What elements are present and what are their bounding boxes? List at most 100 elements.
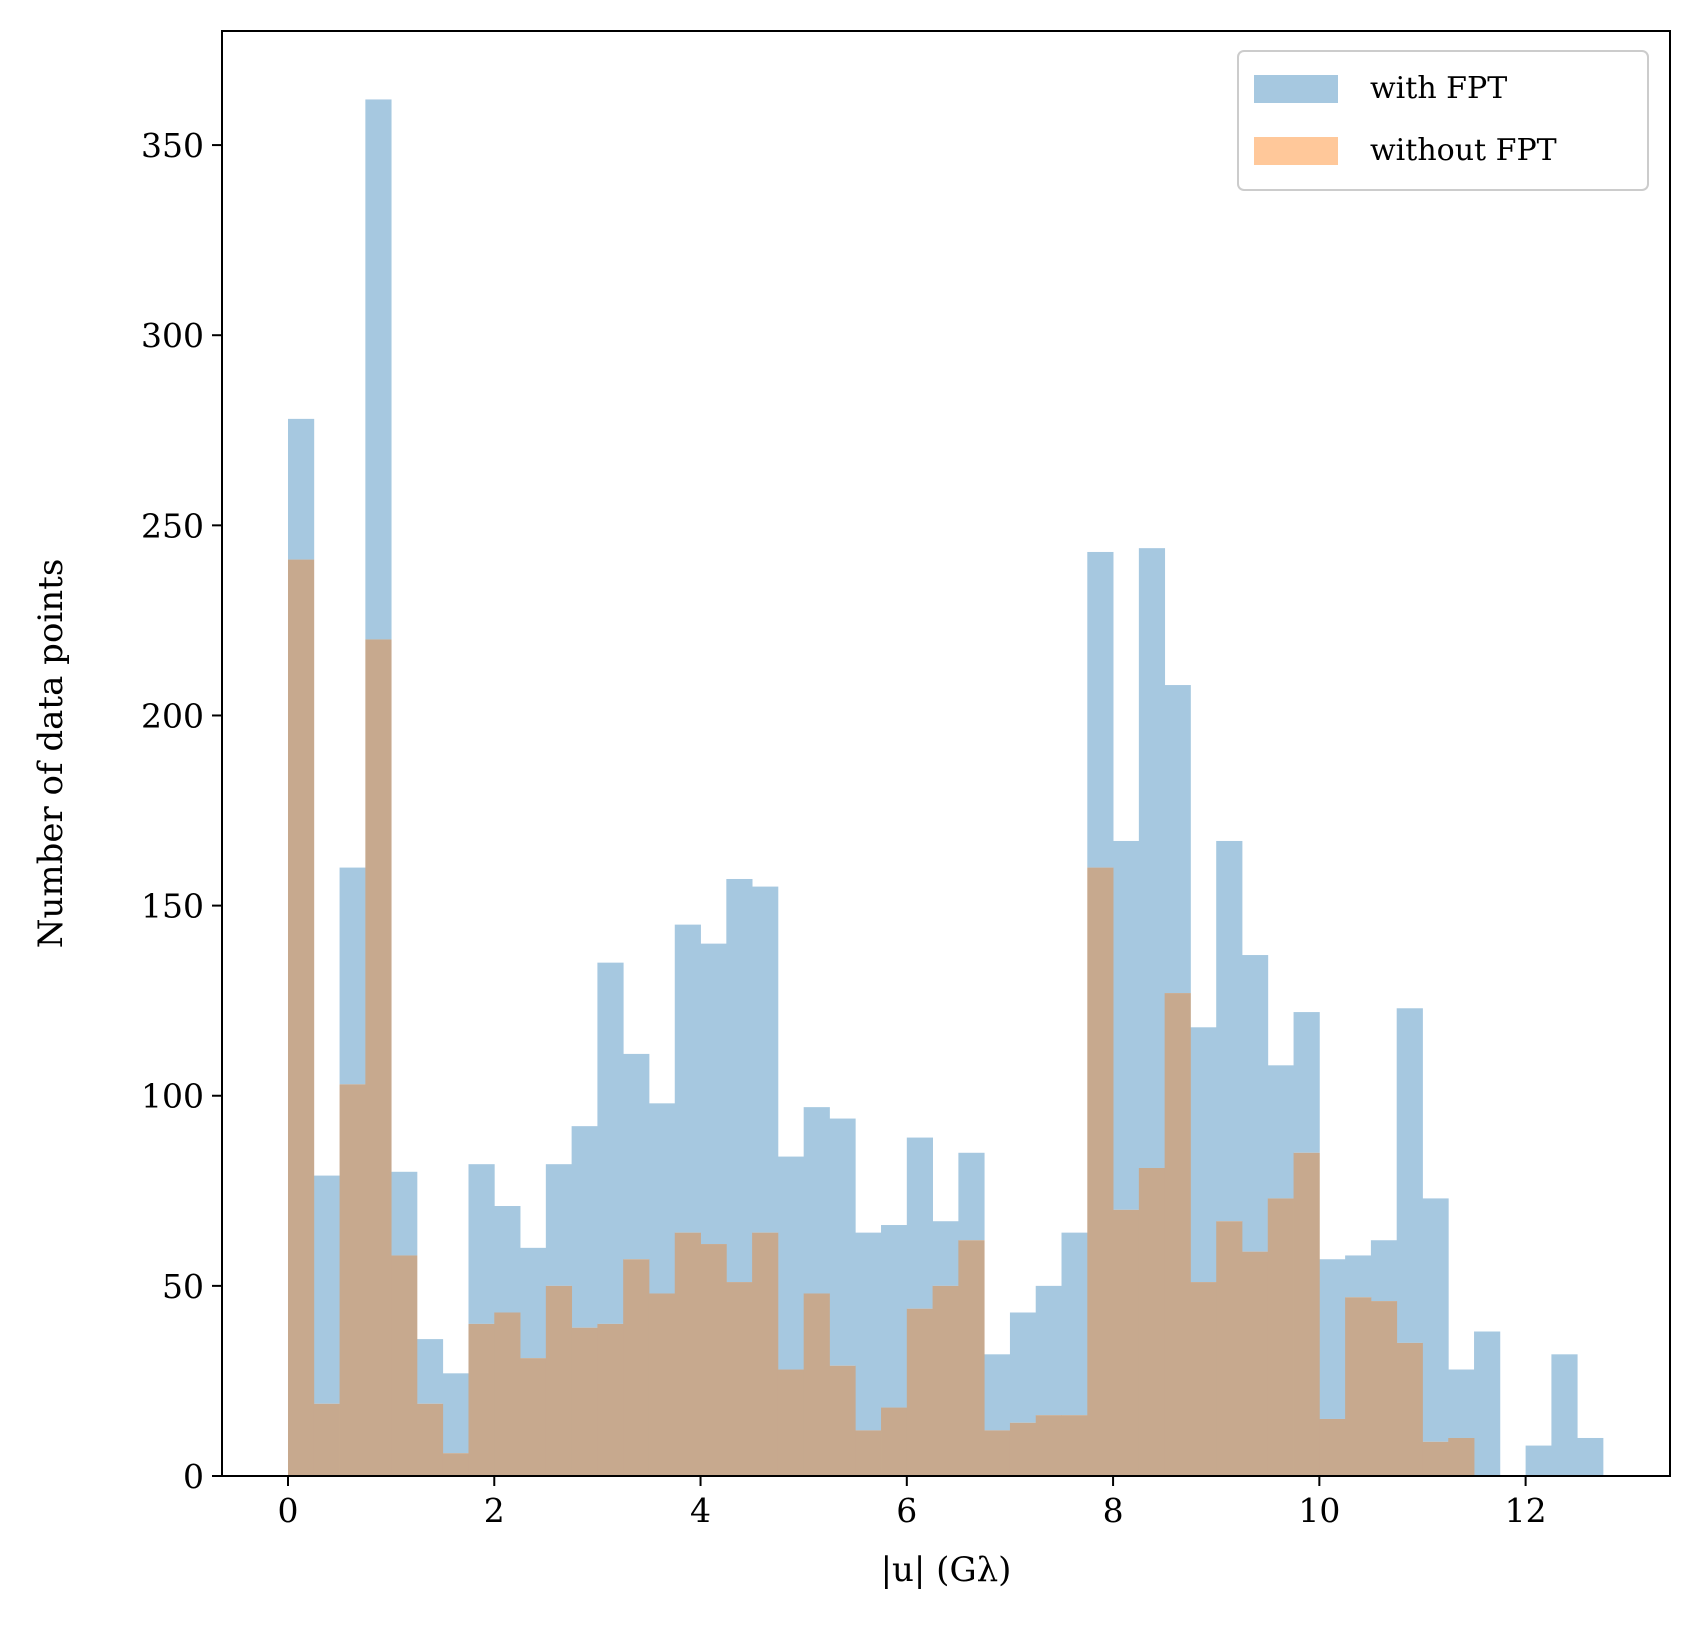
histogram-bar-with-fpt xyxy=(1061,1232,1088,1416)
histogram-bar-overlap xyxy=(726,1282,753,1476)
y-tick-label: 50 xyxy=(162,1267,204,1306)
histogram-bar-overlap xyxy=(1035,1415,1062,1476)
histogram-bar-with-fpt xyxy=(1113,840,1140,1210)
y-tick-label: 200 xyxy=(141,696,204,735)
x-tick-label: 2 xyxy=(484,1491,505,1530)
histogram-bar-with-fpt xyxy=(777,1156,805,1370)
histogram-bar-overlap xyxy=(1009,1422,1037,1476)
histogram-bar-overlap xyxy=(288,559,315,1476)
histogram-bar-with-fpt xyxy=(1009,1312,1037,1423)
histogram-bar-with-fpt xyxy=(1087,551,1114,868)
x-tick-label: 6 xyxy=(896,1491,917,1530)
y-tick-label: 150 xyxy=(141,887,204,926)
x-axis-ticks: 0 2 4 6 8 10 12 xyxy=(278,1476,1547,1530)
histogram-bar-with-fpt xyxy=(1577,1437,1604,1476)
histogram-bar-with-fpt xyxy=(1267,1065,1294,1199)
histogram-bar-overlap xyxy=(1216,1221,1243,1476)
histogram-bar-with-fpt xyxy=(1035,1285,1062,1416)
histogram-bar-overlap xyxy=(1422,1441,1449,1476)
series-overlap-bars xyxy=(288,559,1475,1476)
histogram-bar-with-fpt xyxy=(803,1107,830,1294)
histogram-bar-with-fpt xyxy=(339,867,366,1085)
histogram-bar-overlap xyxy=(674,1232,701,1476)
histogram-bar-overlap xyxy=(1113,1209,1140,1476)
histogram-bar-overlap xyxy=(416,1403,444,1476)
legend-swatch-with-fpt xyxy=(1254,75,1338,103)
x-tick-label: 8 xyxy=(1103,1491,1124,1530)
histogram-bar-with-fpt xyxy=(391,1171,418,1256)
histogram-bar-with-fpt xyxy=(1370,1240,1398,1302)
histogram-bar-overlap xyxy=(1267,1198,1294,1476)
y-axis-label: Number of data points xyxy=(31,559,71,949)
histogram-bar-overlap xyxy=(597,1323,624,1476)
histogram-bar-overlap xyxy=(1370,1301,1398,1476)
histogram-bar-with-fpt xyxy=(494,1206,521,1313)
histogram-bar-with-fpt xyxy=(1164,685,1191,994)
histogram-bar-with-fpt xyxy=(1422,1198,1449,1442)
histogram-bar-with-fpt xyxy=(468,1164,495,1324)
y-tick-label: 100 xyxy=(141,1077,204,1116)
histogram-bar-with-fpt xyxy=(1190,1027,1217,1283)
histogram-bar-overlap xyxy=(1396,1342,1423,1476)
histogram-bar-overlap xyxy=(648,1293,676,1476)
x-tick-label: 12 xyxy=(1505,1491,1547,1530)
x-tick-label: 10 xyxy=(1298,1491,1340,1530)
histogram-bar-overlap xyxy=(313,1403,340,1476)
histogram-bar-with-fpt xyxy=(365,99,392,640)
histogram-bar-with-fpt xyxy=(958,1152,985,1241)
histogram-bar-with-fpt xyxy=(1216,840,1243,1222)
histogram-bar-with-fpt xyxy=(1396,1008,1423,1343)
histogram-bar-overlap xyxy=(752,1232,779,1476)
histogram-bar-with-fpt xyxy=(1525,1445,1552,1476)
histogram-bar-overlap xyxy=(1061,1415,1088,1476)
histogram-bar-overlap xyxy=(623,1259,650,1476)
histogram-bar-overlap xyxy=(932,1285,959,1476)
histogram-bar-overlap xyxy=(442,1453,469,1476)
histogram-bar-with-fpt xyxy=(881,1225,908,1408)
histogram-bar-with-fpt xyxy=(1551,1354,1578,1476)
histogram-bar-with-fpt xyxy=(597,962,624,1324)
histogram-bar-overlap xyxy=(829,1365,856,1476)
histogram-bar-with-fpt xyxy=(288,418,315,560)
histogram-bar-with-fpt xyxy=(623,1053,650,1260)
histogram-bar-overlap xyxy=(958,1240,985,1476)
legend-swatch-without-fpt xyxy=(1254,137,1338,165)
histogram-bar-with-fpt xyxy=(1448,1369,1475,1438)
y-tick-label: 0 xyxy=(183,1457,204,1496)
histogram-bar-overlap xyxy=(1164,993,1191,1476)
histogram-bar-with-fpt xyxy=(416,1339,444,1404)
histogram-bar-overlap xyxy=(545,1285,573,1476)
histogram-bar-overlap xyxy=(365,639,392,1476)
x-tick-label: 4 xyxy=(690,1491,711,1530)
histogram-bar-overlap xyxy=(881,1407,908,1476)
histogram-bar-with-fpt xyxy=(932,1221,959,1286)
histogram-bar-with-fpt xyxy=(571,1126,598,1328)
histogram-bar-overlap xyxy=(1138,1167,1166,1476)
histogram-bar-overlap xyxy=(391,1255,418,1476)
histogram-bar-with-fpt xyxy=(829,1118,856,1366)
histogram-bar-with-fpt xyxy=(984,1354,1011,1431)
x-tick-label: 0 xyxy=(278,1491,299,1530)
histogram-bar-with-fpt xyxy=(726,878,753,1283)
histogram-bar-overlap xyxy=(700,1244,727,1476)
histogram-bar-with-fpt xyxy=(442,1373,469,1454)
histogram-bar-overlap xyxy=(777,1369,805,1476)
histogram-bar-with-fpt xyxy=(1293,1012,1320,1153)
histogram-bar-overlap xyxy=(1293,1152,1320,1476)
histogram-bar-overlap xyxy=(984,1430,1011,1476)
histogram-bar-overlap xyxy=(468,1323,495,1476)
y-tick-label: 250 xyxy=(141,506,204,545)
histogram-bar-with-fpt xyxy=(1345,1255,1372,1298)
histogram-bar-with-fpt xyxy=(1138,548,1166,1168)
histogram-bar-overlap xyxy=(906,1308,933,1476)
x-axis-label: |u| (Gλ) xyxy=(881,1550,1012,1590)
y-tick-label: 300 xyxy=(141,316,204,355)
histogram-bar-overlap xyxy=(520,1358,547,1476)
legend-label-without-fpt: without FPT xyxy=(1370,133,1557,168)
histogram-bar-with-fpt xyxy=(1474,1331,1501,1476)
histogram-bar-overlap xyxy=(1319,1418,1346,1476)
histogram-bar-with-fpt xyxy=(752,886,779,1233)
histogram-bar-with-fpt xyxy=(855,1232,882,1431)
histogram-bar-overlap xyxy=(1241,1251,1269,1476)
